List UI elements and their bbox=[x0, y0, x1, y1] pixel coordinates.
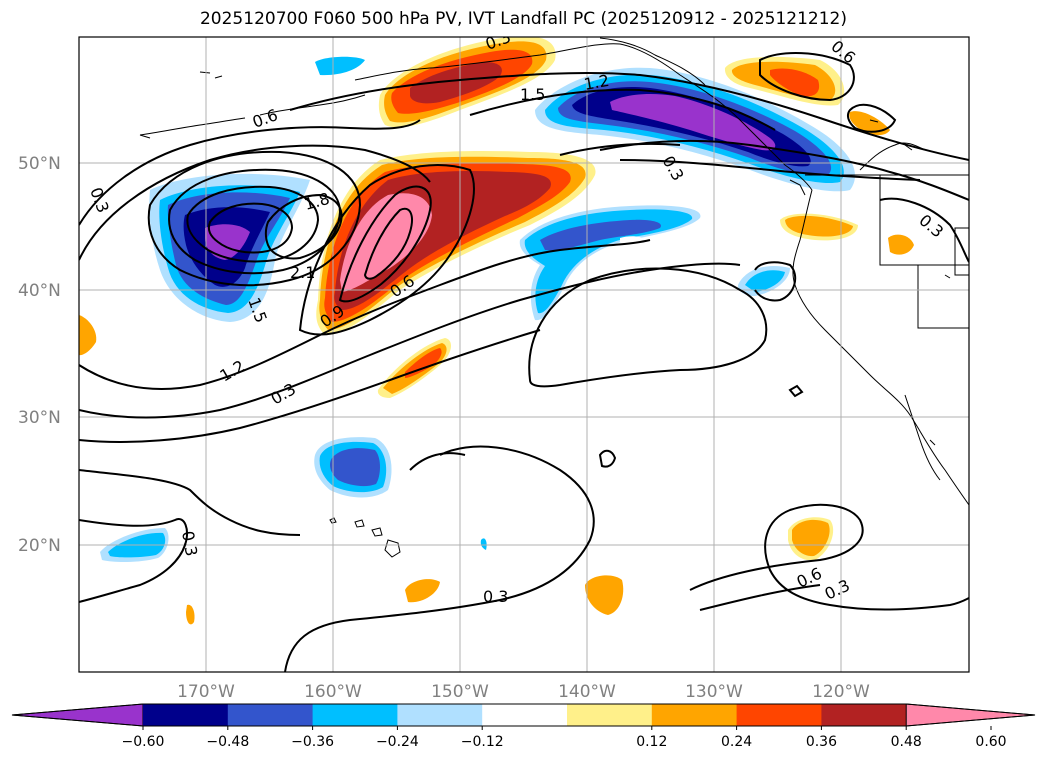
colorbar-extend-low bbox=[11, 703, 144, 727]
colorbar-segment bbox=[736, 704, 822, 726]
colorbar-tick-label: 0.60 bbox=[975, 734, 1006, 750]
colorbar-segment bbox=[567, 704, 653, 726]
colorbar-tick-label: 0.24 bbox=[721, 734, 752, 750]
lon-label-130w: 130°W bbox=[685, 682, 743, 702]
colorbar-tick-label: −0.48 bbox=[206, 734, 249, 750]
lat-label-50: 50°N bbox=[18, 154, 61, 174]
pv-contours bbox=[79, 52, 969, 672]
longitude-labels: 170°W 160°W 150°W 140°W 130°W 120°W bbox=[177, 682, 870, 702]
colorbar-segment bbox=[312, 704, 398, 726]
svg-text:0.3: 0.3 bbox=[178, 529, 201, 557]
lon-label-160w: 160°W bbox=[304, 682, 362, 702]
colorbar-segment bbox=[821, 704, 907, 726]
lon-label-120w: 120°W bbox=[812, 682, 870, 702]
lon-label-170w: 170°W bbox=[177, 682, 235, 702]
svg-text:1.5: 1.5 bbox=[520, 85, 545, 104]
colorbar-segment bbox=[143, 704, 229, 726]
negative-anomaly-gulf-alaska bbox=[535, 67, 856, 192]
colorbar-tick-label: 0.36 bbox=[806, 734, 837, 750]
lon-label-140w: 140°W bbox=[558, 682, 616, 702]
map-area bbox=[79, 37, 969, 672]
lon-label-150w: 150°W bbox=[431, 682, 489, 702]
map-border bbox=[78, 36, 970, 673]
colorbar-segment bbox=[651, 704, 738, 726]
svg-text:0.3: 0.3 bbox=[483, 587, 508, 606]
colorbar-tick-label: −0.60 bbox=[122, 734, 165, 750]
colorbar-tick-label: −0.24 bbox=[376, 734, 419, 750]
colorbar-segment bbox=[482, 704, 568, 726]
svg-text:1.2: 1.2 bbox=[582, 71, 610, 94]
negative-anomaly-mid bbox=[519, 205, 790, 321]
graticule bbox=[79, 37, 969, 672]
lat-label-30: 30°N bbox=[18, 408, 61, 428]
colorbar-extend-high bbox=[905, 703, 1036, 727]
positive-anomaly-central bbox=[316, 150, 596, 335]
lat-label-40: 40°N bbox=[18, 281, 61, 301]
colorbar-tick-label: 0.48 bbox=[891, 734, 922, 750]
colorbar-segment bbox=[227, 704, 314, 726]
coastlines bbox=[139, 37, 969, 558]
colorbar-tick-label: −0.36 bbox=[291, 734, 334, 750]
colorbar-tick-label: −0.12 bbox=[461, 734, 504, 750]
colorbar-tick-label: 0.12 bbox=[636, 734, 667, 750]
lat-label-20: 20°N bbox=[18, 536, 61, 556]
positive-anomaly-north bbox=[378, 37, 556, 128]
svg-text:2.1: 2.1 bbox=[290, 263, 315, 282]
latitude-labels: 50°N 40°N 30°N 20°N bbox=[18, 154, 61, 556]
map-title: 2025120700 F060 500 hPa PV, IVT Landfall… bbox=[199, 9, 847, 29]
colorbar: −0.60 −0.48 −0.36 −0.24 −0.12 0.12 0.24 0.36 0.4… bbox=[11, 703, 1036, 750]
colorbar-segment bbox=[397, 704, 483, 726]
